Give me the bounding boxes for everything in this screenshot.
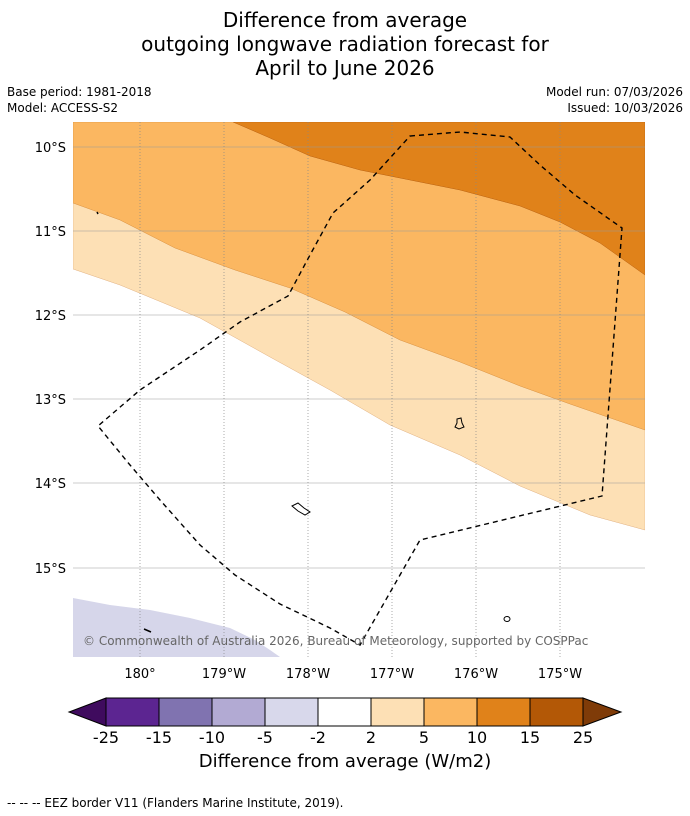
lon-label-177w: 177°W bbox=[370, 667, 414, 682]
island-southeast bbox=[503, 616, 511, 622]
lat-label-12s: 12°S bbox=[35, 309, 66, 324]
colorbar-seg-4 bbox=[264, 697, 319, 727]
map-area: © Commonwealth of Australia 2026, Bureau… bbox=[73, 122, 645, 657]
issued-date: Issued: 10/03/2026 bbox=[567, 101, 683, 115]
colorbar-seg-6 bbox=[370, 697, 425, 727]
lon-label-175w: 175°W bbox=[538, 667, 582, 682]
base-period: Base period: 1981-2018 bbox=[7, 85, 152, 99]
band-neg5-neg2 bbox=[73, 598, 280, 657]
colorbar-seg-9 bbox=[529, 697, 584, 727]
lat-gridlines bbox=[73, 146, 645, 569]
colorbar bbox=[67, 697, 623, 727]
copyright-notice: © Commonwealth of Australia 2026, Bureau… bbox=[83, 634, 588, 648]
colorbar-seg-3 bbox=[211, 697, 266, 727]
island-southwest bbox=[143, 628, 152, 633]
colorbar-seg-1 bbox=[105, 697, 160, 727]
lat-label-15s: 15°S bbox=[35, 562, 66, 577]
lon-gridlines bbox=[139, 122, 561, 657]
title-line-3: April to June 2026 bbox=[255, 56, 435, 80]
colorbar-tick-neg2: -2 bbox=[310, 728, 326, 747]
colorbar-low-extend bbox=[67, 697, 107, 727]
colorbar-tick-5: 5 bbox=[418, 728, 430, 747]
lat-label-14s: 14°S bbox=[35, 477, 66, 492]
lon-label-178w: 178°W bbox=[286, 667, 330, 682]
lon-label-176w: 176°W bbox=[454, 667, 498, 682]
colorbar-tick-2: 2 bbox=[365, 728, 377, 747]
colorbar-tick-10: 10 bbox=[466, 728, 488, 747]
colorbar-tick-neg15: -15 bbox=[145, 728, 173, 747]
colorbar-tick-neg10: -10 bbox=[198, 728, 226, 747]
lat-label-13s: 13°S bbox=[35, 393, 66, 408]
colorbar-seg-5 bbox=[317, 697, 372, 727]
eez-border bbox=[97, 131, 623, 646]
model-name: Model: ACCESS-S2 bbox=[7, 101, 119, 115]
island-east bbox=[454, 417, 465, 430]
model-run: Model run: 07/03/2026 bbox=[545, 85, 683, 99]
colorbar-tick-neg25: -25 bbox=[92, 728, 120, 747]
band-10-15 bbox=[232, 122, 645, 276]
colorbar-seg-7 bbox=[423, 697, 478, 727]
colorbar-seg-8 bbox=[476, 697, 531, 727]
footnote-eez: -- -- -- EEZ border V11 (Flanders Marine… bbox=[7, 796, 344, 810]
colorbar-tick-15: 15 bbox=[519, 728, 541, 747]
island-northwest bbox=[96, 211, 99, 215]
colorbar-seg-2 bbox=[158, 697, 213, 727]
colorbar-tick-neg5: -5 bbox=[257, 728, 273, 747]
island-west bbox=[291, 502, 311, 516]
lon-label-180: 180° bbox=[124, 667, 155, 682]
title-line-2: outgoing longwave radiation forecast for bbox=[141, 32, 549, 56]
lat-label-10s: 10°S bbox=[35, 141, 66, 156]
lat-label-11s: 11°S bbox=[35, 225, 66, 240]
colorbar-title: Difference from average (W/m2) bbox=[198, 751, 492, 772]
colorbar-tick-25: 25 bbox=[572, 728, 594, 747]
colorbar-high-extend bbox=[582, 697, 623, 727]
title-line-1: Difference from average bbox=[222, 8, 468, 32]
lon-label-179w: 179°W bbox=[202, 667, 246, 682]
